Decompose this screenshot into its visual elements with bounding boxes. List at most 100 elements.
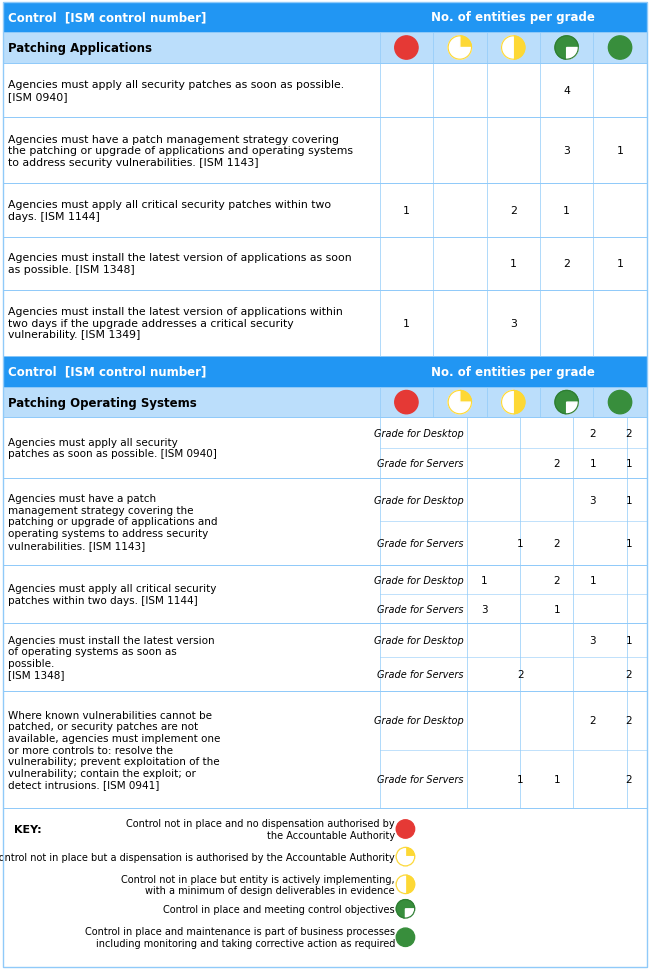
Text: 2: 2 [563,259,570,268]
Text: Where known vulnerabilities cannot be
patched, or security patches are not
avail: Where known vulnerabilities cannot be pa… [8,710,221,790]
Circle shape [555,37,578,60]
Circle shape [395,37,418,60]
Circle shape [608,391,632,415]
Text: Control not in place and no dispensation authorised by
the Accountable Authority: Control not in place and no dispensation… [126,819,395,840]
Text: 4: 4 [563,86,570,96]
Text: Control  [ISM control number]: Control [ISM control number] [8,12,207,24]
Text: 1: 1 [590,458,596,468]
Text: 1: 1 [563,205,570,216]
Circle shape [396,928,415,947]
Text: Agencies must install the latest version
of operating systems as soon as
possibl: Agencies must install the latest version… [8,635,215,680]
Text: No. of entities per grade: No. of entities per grade [432,12,595,24]
Bar [3,237,647,291]
Text: KEY:: KEY: [14,825,42,834]
Circle shape [396,899,415,918]
Text: 1: 1 [625,495,632,505]
Text: Grade for Servers: Grade for Servers [378,604,464,614]
Text: 2: 2 [553,575,560,585]
Text: 3: 3 [590,495,596,505]
Text: 1: 1 [590,575,596,585]
Text: 2: 2 [625,428,632,438]
Bar [3,357,647,388]
Text: Grade for Desktop: Grade for Desktop [374,575,464,585]
Text: 1: 1 [625,539,632,548]
Text: 2: 2 [590,428,596,438]
Wedge shape [406,909,415,918]
Text: Patching Applications: Patching Applications [8,42,153,55]
Text: 1: 1 [481,575,488,585]
Text: 1: 1 [625,636,632,645]
Text: 2: 2 [590,715,596,726]
Text: Grade for Servers: Grade for Servers [378,539,464,548]
Text: 3: 3 [590,636,596,645]
Text: Agencies must apply all security patches as soon as possible.
[ISM 0940]: Agencies must apply all security patches… [8,80,344,102]
Text: Grade for Desktop: Grade for Desktop [374,636,464,645]
Bar [3,624,647,691]
Bar [3,808,647,966]
Text: Agencies must have a patch
management strategy covering the
patching or upgrade : Agencies must have a patch management st… [8,494,218,550]
Text: Control not in place but entity is actively implementing,
with a minimum of desi: Control not in place but entity is activ… [122,874,395,895]
Wedge shape [396,875,406,893]
Text: Agencies must apply all security
patches as soon as possible. [ISM 0940]: Agencies must apply all security patches… [8,437,217,459]
Wedge shape [567,48,578,60]
Bar [3,418,647,479]
Circle shape [448,391,471,415]
Bar [3,184,647,237]
Text: 2: 2 [553,458,560,468]
Circle shape [396,875,415,893]
Text: 2: 2 [553,539,560,548]
Text: 1: 1 [625,458,632,468]
Text: Control in place and meeting control objectives: Control in place and meeting control obj… [163,904,395,914]
Text: Agencies must install the latest version of applications within
two days if the : Agencies must install the latest version… [8,307,343,340]
Text: Grade for Servers: Grade for Servers [378,458,464,468]
Text: 1: 1 [617,259,623,268]
Circle shape [395,391,418,415]
Text: Control in place and maintenance is part of business processes
including monitor: Control in place and maintenance is part… [85,926,395,948]
Wedge shape [567,403,578,415]
Text: Agencies must install the latest version of applications as soon
as possible. [I: Agencies must install the latest version… [8,253,352,274]
Text: 1: 1 [617,146,623,156]
Text: 3: 3 [563,146,570,156]
Text: 3: 3 [481,604,488,614]
Text: Control not in place but a dispensation is authorised by the Accountable Authori: Control not in place but a dispensation … [0,852,395,861]
Text: Patching Operating Systems: Patching Operating Systems [8,396,197,409]
Circle shape [608,37,632,60]
Text: 1: 1 [517,774,524,784]
Bar [3,388,647,418]
Text: 1: 1 [403,205,410,216]
Text: 1: 1 [510,259,517,268]
Circle shape [396,848,415,866]
Text: No. of entities per grade: No. of entities per grade [432,365,595,379]
Text: 2: 2 [625,715,632,726]
Text: 2: 2 [625,774,632,784]
Bar [3,566,647,624]
Text: 2: 2 [517,670,524,679]
Wedge shape [448,37,471,60]
Wedge shape [448,391,471,415]
Text: Agencies must apply all critical security patches within two
days. [ISM 1144]: Agencies must apply all critical securit… [8,200,332,222]
Text: 1: 1 [553,604,560,614]
Text: Control  [ISM control number]: Control [ISM control number] [8,365,207,379]
Text: Agencies must apply all critical security
patches within two days. [ISM 1144]: Agencies must apply all critical securit… [8,584,217,606]
Text: 2: 2 [625,670,632,679]
Bar [3,3,647,33]
Text: 1: 1 [517,539,524,548]
Text: Grade for Desktop: Grade for Desktop [374,428,464,438]
Text: 2: 2 [510,205,517,216]
Text: Grade for Desktop: Grade for Desktop [374,715,464,726]
Circle shape [555,391,578,415]
Bar [3,64,647,118]
Text: Grade for Desktop: Grade for Desktop [374,495,464,505]
Wedge shape [502,37,514,60]
Text: 1: 1 [553,774,560,784]
Text: 1: 1 [403,319,410,328]
Text: 3: 3 [510,319,517,328]
Text: Grade for Servers: Grade for Servers [378,670,464,679]
Text: Grade for Servers: Grade for Servers [378,774,464,784]
Circle shape [396,820,415,838]
Circle shape [502,391,525,415]
Bar [3,479,647,566]
Circle shape [448,37,471,60]
Bar [3,33,647,64]
Wedge shape [502,391,514,415]
